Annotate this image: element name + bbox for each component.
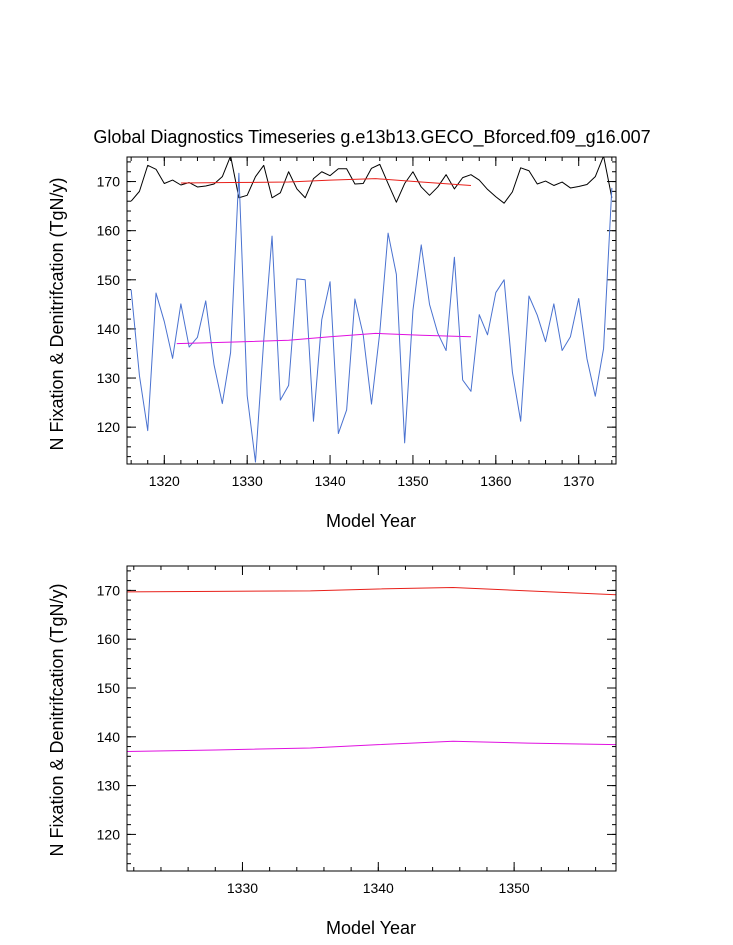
y-tick-label: 120 <box>97 419 121 435</box>
x-tick-label: 1340 <box>363 880 394 896</box>
plot-frame <box>126 156 617 465</box>
y-tick-label: 120 <box>97 826 121 842</box>
y-tick-label: 140 <box>97 321 121 337</box>
x-tick-label: 1360 <box>480 473 511 489</box>
series-line-3 <box>176 332 471 345</box>
x-tick-label: 1370 <box>563 473 594 489</box>
x-tick-label: 1350 <box>397 473 428 489</box>
bottom-y-axis-title: N Fixation & Denitrifcation (TgN/y) <box>47 583 67 856</box>
top-timeseries-panel: 1320 1330 1340 1350 1360 1370 120 130 140 150 160 1… <box>97 156 617 489</box>
bottom-trend-panel: 1330 1340 1350 120 130 140 150 160 170 <box>97 565 617 896</box>
x-tick-label: 1350 <box>499 880 530 896</box>
y-tick-label: 160 <box>97 223 121 239</box>
y-tick-label: 170 <box>97 174 121 190</box>
top-x-axis-title: Model Year <box>326 511 416 531</box>
chart-title: Global Diagnostics Timeseries g.e13b13.G… <box>93 127 650 148</box>
x-tick-label: 1340 <box>314 473 345 489</box>
y-tick-label: 130 <box>97 370 121 386</box>
y-tick-label: 150 <box>97 680 121 696</box>
top-y-axis-title: N Fixation & Denitrifcation (TgN/y) <box>47 177 67 450</box>
series-line-0 <box>130 157 613 204</box>
series-line-2 <box>180 178 471 186</box>
y-tick-label: 140 <box>97 729 121 745</box>
y-tick-label: 170 <box>97 582 121 598</box>
y-tick-label: 150 <box>97 272 121 288</box>
y-tick-label: 130 <box>97 778 121 794</box>
series-line-1 <box>130 172 613 463</box>
plot-frame <box>126 565 617 872</box>
x-tick-label: 1320 <box>149 473 180 489</box>
series-line-1 <box>127 740 616 752</box>
series-line-0 <box>127 586 616 596</box>
x-tick-label: 1330 <box>232 473 263 489</box>
x-tick-label: 1330 <box>227 880 258 896</box>
bottom-x-axis-title: Model Year <box>326 918 416 938</box>
y-tick-label: 160 <box>97 631 121 647</box>
